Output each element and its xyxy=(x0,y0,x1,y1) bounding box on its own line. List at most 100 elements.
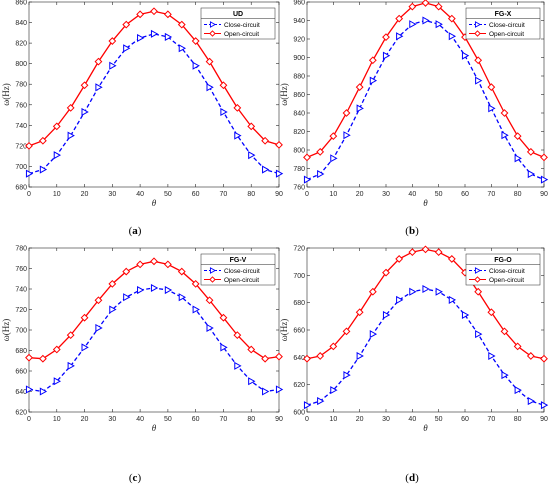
legend-marker-close-circuit xyxy=(474,267,482,274)
x-tick-label: 80 xyxy=(247,416,255,423)
x-tick-label: 20 xyxy=(81,416,89,423)
x-axis-label: θ xyxy=(152,198,157,208)
y-tick-label: 640 xyxy=(293,355,305,362)
legend-marker-close-circuit xyxy=(209,267,217,274)
data-point-close-circuit xyxy=(461,310,470,320)
y-tick-label: 800 xyxy=(15,61,27,68)
data-point-open-circuit xyxy=(487,308,496,317)
data-point-close-circuit xyxy=(67,131,75,140)
legend-label: Close-circuit xyxy=(489,268,525,275)
data-point-open-circuit xyxy=(329,342,338,351)
data-point-open-circuit xyxy=(219,313,228,322)
data-point-close-circuit xyxy=(435,20,443,29)
data-point-open-circuit xyxy=(275,140,283,149)
data-point-close-circuit xyxy=(396,32,404,41)
data-point-open-circuit xyxy=(513,132,522,141)
y-tick-label: 640 xyxy=(15,389,27,396)
x-tick-label: 40 xyxy=(408,416,416,423)
data-point-open-circuit xyxy=(355,308,364,317)
y-axis-label: ω(Hz) xyxy=(1,319,11,341)
data-point-close-circuit xyxy=(488,351,496,361)
x-tick-label: 50 xyxy=(164,191,172,198)
x-tick-label: 20 xyxy=(356,191,364,198)
data-point-close-circuit xyxy=(178,293,187,302)
data-point-open-circuit xyxy=(177,20,186,29)
data-point-open-circuit xyxy=(513,342,522,351)
y-tick-label: 860 xyxy=(15,0,27,7)
legend-marker-open-circuit xyxy=(474,30,481,37)
data-point-open-circuit xyxy=(368,287,377,296)
x-tick-label: 90 xyxy=(540,416,548,423)
y-tick-label: 680 xyxy=(15,348,27,355)
y-tick-label: 780 xyxy=(293,166,305,173)
data-point-open-circuit xyxy=(540,354,548,363)
data-point-close-circuit xyxy=(248,377,256,386)
data-point-open-circuit xyxy=(150,7,158,16)
data-point-close-circuit xyxy=(317,397,325,406)
x-axis-label: θ xyxy=(423,198,428,208)
x-tick-label: 0 xyxy=(27,416,31,423)
data-point-close-circuit xyxy=(330,386,338,395)
y-axis-label: ω(Hz) xyxy=(279,83,289,105)
data-point-open-circuit xyxy=(177,267,186,276)
data-point-close-circuit xyxy=(317,170,325,179)
data-point-close-circuit xyxy=(422,284,430,294)
data-point-open-circuit xyxy=(382,33,390,42)
legend-marker-open-circuit xyxy=(209,30,216,37)
legend-title: FG-V xyxy=(230,257,247,264)
data-point-close-circuit xyxy=(527,170,536,179)
x-tick-label: 60 xyxy=(192,416,200,423)
y-tick-label: 820 xyxy=(15,41,27,48)
y-tick-label: 700 xyxy=(15,164,27,171)
data-point-open-circuit xyxy=(219,81,228,90)
data-point-close-circuit xyxy=(501,131,509,140)
data-point-open-circuit xyxy=(38,136,47,145)
data-point-close-circuit xyxy=(137,33,145,43)
y-tick-label: 920 xyxy=(293,37,305,44)
x-tick-label: 80 xyxy=(514,416,522,423)
x-tick-label: 50 xyxy=(435,416,443,423)
data-point-open-circuit xyxy=(108,279,117,288)
legend-label: Close-circuit xyxy=(224,22,260,29)
data-point-open-circuit xyxy=(434,248,443,257)
data-point-open-circuit xyxy=(122,20,131,29)
data-point-open-circuit xyxy=(395,14,404,23)
data-point-close-circuit xyxy=(303,175,312,184)
x-tick-label: 0 xyxy=(27,191,31,198)
y-tick-label: 660 xyxy=(15,369,27,376)
data-point-open-circuit xyxy=(261,136,270,145)
data-point-open-circuit xyxy=(52,345,61,354)
x-tick-label: 60 xyxy=(461,416,469,423)
data-point-close-circuit xyxy=(369,330,378,339)
x-axis-label: θ xyxy=(152,423,157,433)
data-point-close-circuit xyxy=(262,387,270,396)
legend-title: FG-O xyxy=(494,257,512,264)
data-point-open-circuit xyxy=(80,313,89,322)
legend-title: UD xyxy=(233,11,243,18)
data-point-close-circuit xyxy=(369,76,378,85)
y-tick-label: 860 xyxy=(293,92,305,99)
data-point-close-circuit xyxy=(25,385,34,394)
data-point-close-circuit xyxy=(150,29,159,38)
y-tick-label: 780 xyxy=(15,246,27,253)
data-point-close-circuit xyxy=(540,401,549,410)
chart-panel-1: 0 10 20 30 40 50 60 70 80 90 760 780 800 820 840 860 880… xyxy=(279,0,549,237)
data-point-close-circuit xyxy=(501,371,509,380)
legend-label: Open-circuit xyxy=(489,31,524,38)
data-point-open-circuit xyxy=(421,245,430,254)
data-point-close-circuit xyxy=(178,44,187,53)
data-point-open-circuit xyxy=(447,255,456,263)
data-point-close-circuit xyxy=(409,20,417,29)
data-point-close-circuit xyxy=(164,32,173,41)
data-point-close-circuit xyxy=(475,76,483,85)
data-point-close-circuit xyxy=(461,51,470,60)
data-point-close-circuit xyxy=(248,151,256,160)
data-point-close-circuit xyxy=(206,323,214,332)
data-point-open-circuit xyxy=(108,37,117,45)
legend-title: FG-X xyxy=(495,11,512,18)
data-point-close-circuit xyxy=(330,154,338,163)
x-tick-label: 70 xyxy=(487,416,495,423)
data-point-close-circuit xyxy=(382,51,391,60)
x-tick-label: 0 xyxy=(305,191,309,198)
